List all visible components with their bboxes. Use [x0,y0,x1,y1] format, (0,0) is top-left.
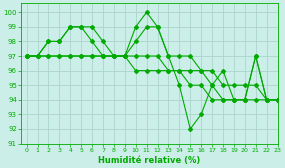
X-axis label: Humidité relative (%): Humidité relative (%) [98,156,200,164]
